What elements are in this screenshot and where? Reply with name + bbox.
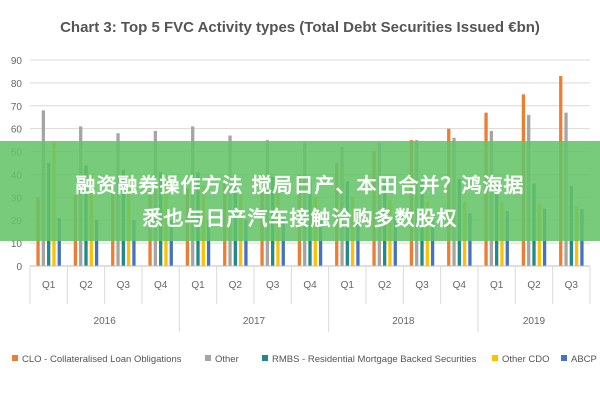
y-tick-label: 0 <box>16 262 22 273</box>
overlay-banner <box>0 141 600 241</box>
legend-label-abcp: ABCP <box>571 354 597 365</box>
bar-abcp <box>169 220 173 266</box>
x-year-label: 2017 <box>243 316 266 327</box>
y-tick-label: 70 <box>11 102 23 113</box>
legend-swatch-other_cdo <box>492 355 498 361</box>
legend-label-clo: CLO - Collateralised Loan Obligations <box>22 354 182 365</box>
x-tick-label: Q2 <box>527 280 541 291</box>
x-axis: Q1 Q2 Q3 Q4 Q1 Q2 Q3 Q4 Q1 Q2 Q3 Q4 Q1 Q2 Q3 2016 2017 20… <box>29 265 591 332</box>
x-tick-label: Q4 <box>303 280 317 291</box>
chart-title: Chart 3: Top 5 FVC Activity types (Total… <box>60 19 540 36</box>
overlay-headline-line1: 融资融券操作方法 搅局日产、本田合并？鸿海据 <box>75 173 525 197</box>
x-tick-label: Q2 <box>378 280 392 291</box>
x-tick-label: Q4 <box>453 280 467 291</box>
legend-swatch-abcp <box>561 355 567 361</box>
bar-abcp <box>57 217 61 266</box>
legend-label-other: Other <box>215 354 239 365</box>
x-tick-label: Q3 <box>415 280 429 291</box>
x-tick-label: Q2 <box>229 280 243 291</box>
x-year-label: 2016 <box>94 316 117 327</box>
x-tick-label: Q1 <box>341 280 355 291</box>
legend-swatch-rmbs <box>262 355 268 361</box>
x-tick-label: Q1 <box>42 280 56 291</box>
y-tick-label: 90 <box>11 56 23 67</box>
y-tick-label: 60 <box>11 125 23 136</box>
bar-abcp <box>132 220 136 266</box>
legend-label-other_cdo: Other CDO <box>502 354 550 365</box>
x-tick-label: Q2 <box>79 280 93 291</box>
bar-abcp <box>94 220 99 266</box>
bar-abcp <box>281 217 285 266</box>
x-tick-label: Q3 <box>266 280 280 291</box>
x-year-label: 2019 <box>523 316 546 327</box>
legend-swatch-other <box>205 355 211 361</box>
x-year-label: 2018 <box>392 316 415 327</box>
x-tick-label: Q3 <box>565 280 579 291</box>
bar-abcp <box>206 220 211 266</box>
x-tick-label: Q1 <box>191 280 205 291</box>
bar-abcp <box>356 217 360 266</box>
x-tick-label: Q1 <box>490 280 504 291</box>
bar-abcp <box>244 220 248 266</box>
x-tick-label: Q4 <box>154 280 168 291</box>
legend-label-rmbs: RMBS - Residential Mortgage Backed Secur… <box>272 354 477 365</box>
y-tick-label: 10 <box>11 239 23 250</box>
bar-abcp <box>318 217 323 266</box>
legend: CLO - Collateralised Loan Obligations Oth… <box>12 354 597 365</box>
legend-swatch-clo <box>12 355 18 361</box>
x-tick-label: Q3 <box>117 280 131 291</box>
overlay-headline-line2: 悉也与日产汽车接触洽购多数股权 <box>142 206 458 230</box>
y-tick-label: 80 <box>11 79 23 90</box>
